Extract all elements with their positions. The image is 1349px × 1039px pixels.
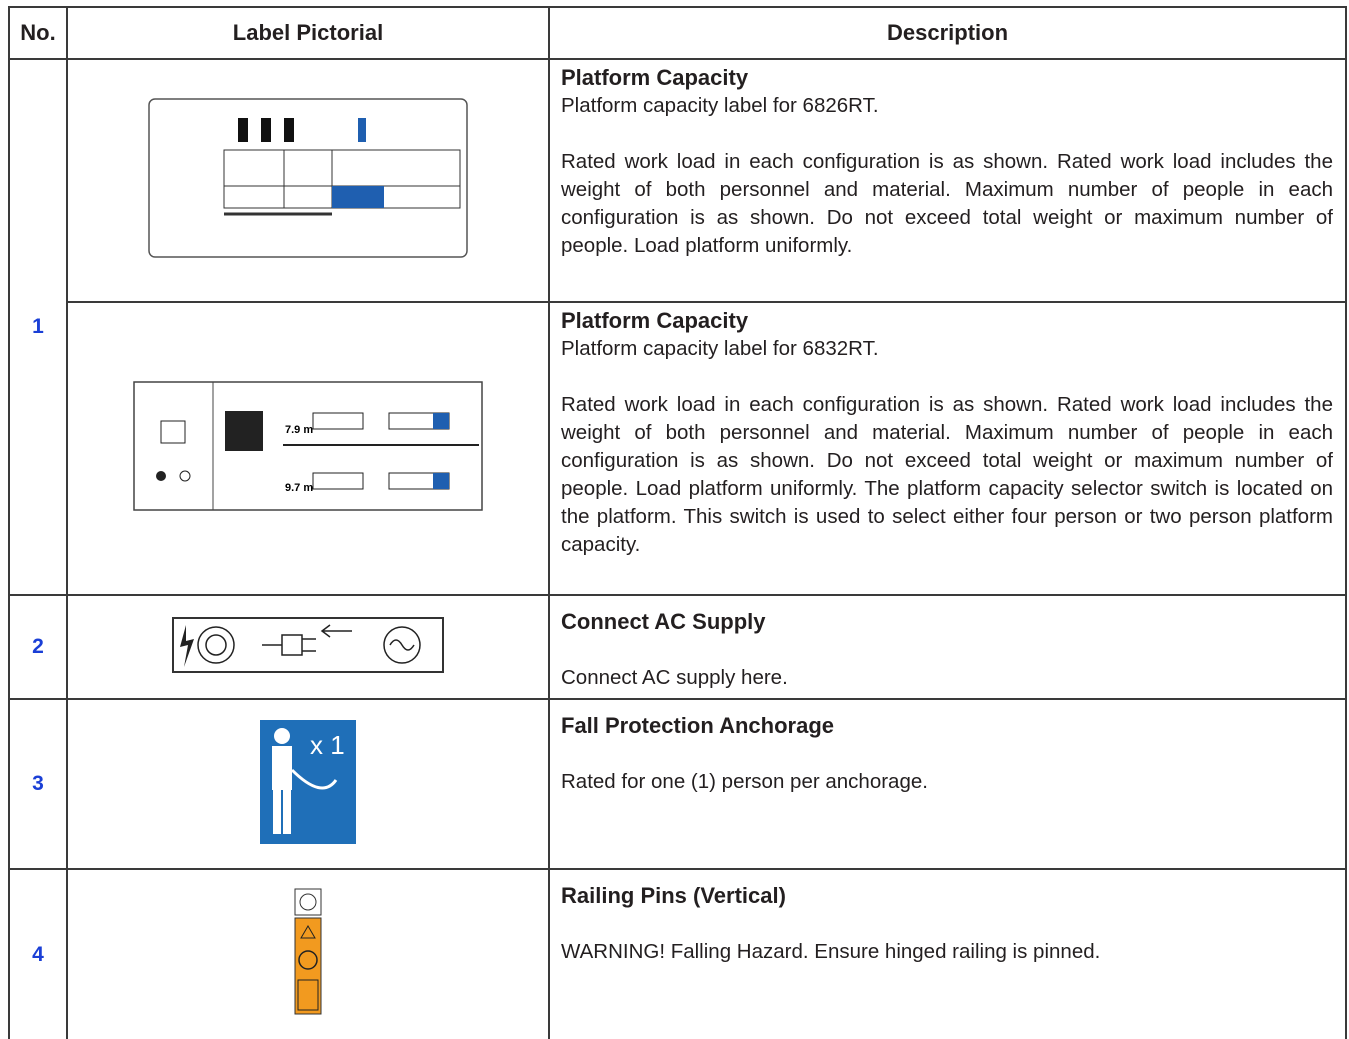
description-cell: Platform Capacity Platform capacity labe… [548, 301, 1347, 596]
header-cell: No. [8, 6, 68, 60]
description-text: Connect AC supply here. [561, 666, 788, 689]
description-title: Platform Capacity [561, 65, 749, 90]
row: 1 Platform Capacity Platform capacity la… [8, 58, 1347, 596]
row-number: 2 [8, 594, 68, 700]
description-text: Rated for one (1) person per anchorage. [561, 770, 928, 793]
description-text: Rated work load in each configuration is… [561, 393, 1333, 556]
row: 7.9 m 9.7 m Platform Capacity Platform c… [9, 301, 1347, 596]
pictorial-text: x 1 [310, 730, 345, 760]
pictorial-cell: 7.9 m 9.7 m [66, 301, 550, 596]
description-text: Platform capacity label for 6832RT. [561, 337, 879, 360]
description-cell: Fall Protection Anchorage Rated for one … [548, 698, 1347, 870]
description-cell: Platform Capacity Platform capacity labe… [548, 58, 1347, 303]
row: 3 x 1 Fall Protection Anchorage Rated fo… [8, 698, 1347, 870]
description-cell: Connect AC Supply Connect AC supply here… [548, 594, 1347, 700]
description-title: Railing Pins (Vertical) [561, 883, 786, 908]
description-title: Connect AC Supply [561, 609, 766, 634]
row-number: 3 [8, 698, 68, 870]
pictorial-cell [66, 58, 550, 303]
header-row: No. Label Pictorial Description [8, 6, 1347, 60]
pictorial-cell [66, 594, 550, 700]
description-cell: Railing Pins (Vertical) WARNING! Falling… [548, 868, 1347, 1039]
description-text: Platform capacity label for 6826RT. [561, 94, 879, 117]
pictorial-text: 9.7 m [285, 482, 313, 494]
capacity-label [148, 98, 468, 258]
header-cell: Label Pictorial [66, 6, 550, 60]
description-title: Platform Capacity [561, 308, 749, 333]
description-text: Rated work load in each configuration is… [561, 150, 1333, 257]
railing-pin-label [294, 888, 322, 1015]
capacity-label: 7.9 m 9.7 m [133, 381, 483, 511]
pictorial-text: 7.9 m [285, 424, 313, 436]
row: 4 Railing Pins (Vertical) WARNING! Falli… [8, 868, 1347, 1039]
fall-protection-label: x 1 [260, 719, 356, 844]
description-title: Fall Protection Anchorage [561, 713, 835, 738]
row-number: 4 [8, 868, 68, 1039]
pictorial-cell: x 1 [66, 698, 550, 870]
ac-supply-label [172, 616, 444, 673]
row: 2 Connect AC Supply Connect AC supply he… [8, 594, 1347, 700]
pictorial-cell [66, 868, 550, 1039]
label-table: No. Label Pictorial Description 1 Platfo… [8, 6, 1347, 1039]
header-cell: Description [548, 6, 1347, 60]
row-number: 1 [8, 58, 68, 596]
description-text: WARNING! Falling Hazard. Ensure hinged r… [561, 940, 1101, 963]
